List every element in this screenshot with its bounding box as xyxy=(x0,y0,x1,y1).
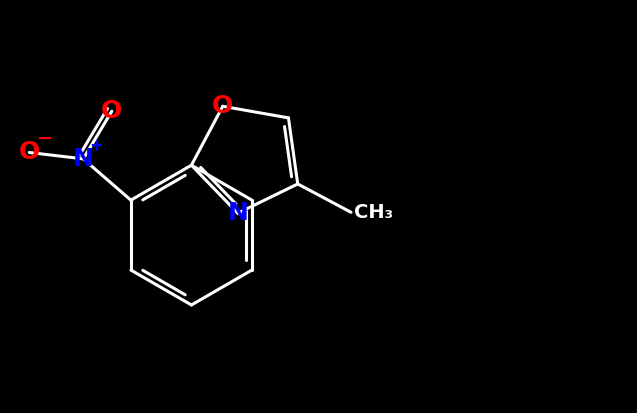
Text: N: N xyxy=(227,201,248,225)
Text: O: O xyxy=(212,94,233,118)
Text: O: O xyxy=(101,99,122,123)
Text: N: N xyxy=(73,147,94,171)
Text: CH₃: CH₃ xyxy=(354,203,393,222)
Text: +: + xyxy=(89,137,103,155)
Text: O: O xyxy=(18,140,40,164)
Text: −: − xyxy=(37,129,54,148)
